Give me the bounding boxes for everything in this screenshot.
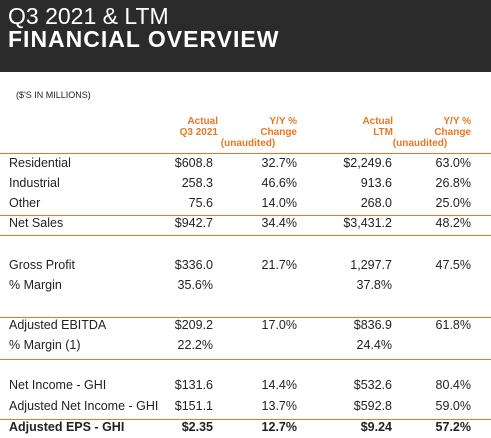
column-header: Actual xyxy=(187,116,218,127)
column-header: Q3 2021 xyxy=(179,127,218,138)
row-label: % Margin xyxy=(9,278,62,292)
cell-value: 59.0% xyxy=(435,399,471,413)
cell-value: 913.6 xyxy=(360,176,392,190)
cell-value: $942.7 xyxy=(174,216,213,230)
cell-value: 34.4% xyxy=(261,216,297,230)
column-header: Actual xyxy=(362,116,393,127)
cell-value: 24.4% xyxy=(356,338,392,352)
divider xyxy=(0,215,491,216)
column-note: (unaudited) xyxy=(392,138,448,149)
cell-value: 47.5% xyxy=(435,258,471,272)
cell-value: 75.6 xyxy=(188,196,213,210)
row-label: Adjusted EPS - GHI xyxy=(9,420,125,434)
row-label: Industrial xyxy=(9,176,60,190)
cell-value: $836.9 xyxy=(353,318,392,332)
cell-value: 57.2% xyxy=(435,420,471,434)
cell-value: 13.7% xyxy=(261,399,297,413)
divider xyxy=(0,317,491,318)
cell-value: $9.24 xyxy=(360,420,392,434)
cell-value: $2,249.6 xyxy=(343,156,392,170)
column-header: LTM xyxy=(373,127,393,138)
cell-value: 14.0% xyxy=(261,196,297,210)
divider xyxy=(0,153,491,154)
title: Q3 2021 & LTM xyxy=(8,3,169,29)
column-header: Change xyxy=(434,127,471,138)
cell-value: 46.6% xyxy=(261,176,297,190)
cell-value: $608.8 xyxy=(174,156,213,170)
cell-value: 35.6% xyxy=(177,278,213,292)
cell-value: 22.2% xyxy=(177,338,213,352)
cell-value: $151.1 xyxy=(174,399,213,413)
divider xyxy=(0,235,491,236)
cell-value: 63.0% xyxy=(435,156,471,170)
header-band: Q3 2021 & LTM FINANCIAL OVERVIEW xyxy=(0,0,491,72)
cell-value: 258.3 xyxy=(181,176,213,190)
cell-value: $209.2 xyxy=(174,318,213,332)
cell-value: 25.0% xyxy=(435,196,471,210)
cell-value: 32.7% xyxy=(261,156,297,170)
cell-value: 21.7% xyxy=(261,258,297,272)
row-label: Residential xyxy=(9,156,71,170)
row-label: Adjusted EBITDA xyxy=(9,318,107,332)
cell-value: 1,297.7 xyxy=(350,258,392,272)
row-label: Gross Profit xyxy=(9,258,75,272)
cell-value: $2.35 xyxy=(181,420,213,434)
cell-value: 17.0% xyxy=(261,318,297,332)
cell-value: 80.4% xyxy=(435,378,471,392)
row-label: % Margin (1) xyxy=(9,338,81,352)
cell-value: $592.8 xyxy=(353,399,392,413)
cell-value: 12.7% xyxy=(261,420,297,434)
row-label: Adjusted Net Income - GHI xyxy=(9,399,159,413)
cell-value: 48.2% xyxy=(435,216,471,230)
units: ($'S IN MILLIONS) xyxy=(16,90,91,100)
cell-value: $532.6 xyxy=(353,378,392,392)
cell-value: 14.4% xyxy=(261,378,297,392)
cell-value: 37.8% xyxy=(356,278,392,292)
column-header: Y/Y % xyxy=(443,116,471,127)
cell-value: 26.8% xyxy=(435,176,471,190)
row-label: Other xyxy=(9,196,41,210)
column-header: Change xyxy=(260,127,297,138)
divider xyxy=(0,419,491,420)
row-label: Net Sales xyxy=(9,216,64,230)
cell-value: $131.6 xyxy=(174,378,213,392)
cell-value: 268.0 xyxy=(360,196,392,210)
cell-value: $3,431.2 xyxy=(343,216,392,230)
row-label: Net Income - GHI xyxy=(9,378,107,392)
column-note: (unaudited) xyxy=(220,138,276,149)
divider xyxy=(0,359,491,360)
cell-value: 61.8% xyxy=(435,318,471,332)
cell-value: $336.0 xyxy=(174,258,213,272)
subtitle: FINANCIAL OVERVIEW xyxy=(8,26,280,52)
column-header: Y/Y % xyxy=(269,116,297,127)
